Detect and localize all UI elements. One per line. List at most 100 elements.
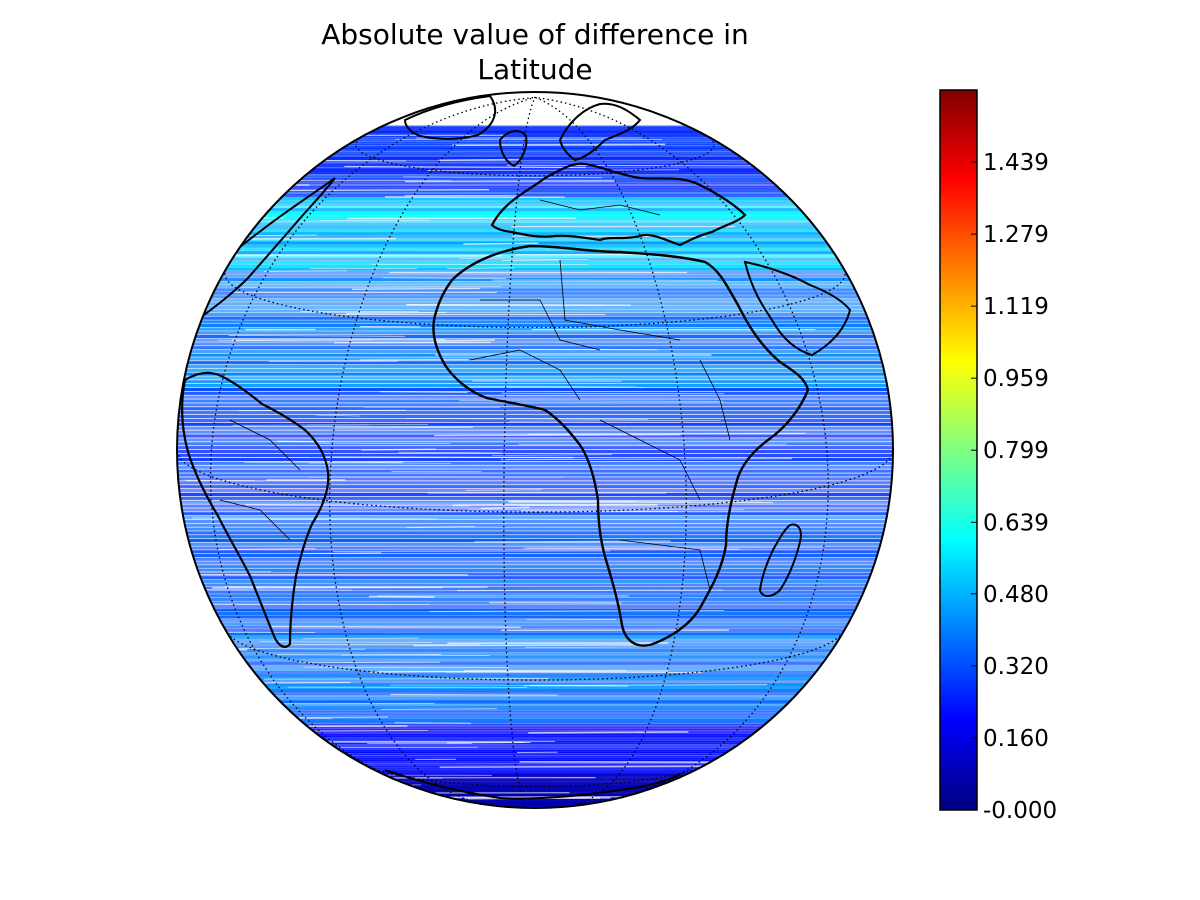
field-stripe (177, 334, 893, 339)
field-stripe (177, 622, 893, 626)
coast-africa (432, 244, 810, 647)
field-stripe (177, 305, 893, 310)
field-streak (463, 385, 646, 388)
field-streak (501, 392, 725, 395)
field-stripe (177, 267, 893, 271)
field-streak (525, 646, 651, 649)
field-stripe (177, 219, 893, 224)
field-stripe (177, 711, 893, 715)
field-stripe (177, 180, 893, 185)
field-streak (405, 180, 616, 183)
field-stripe (177, 232, 893, 236)
field-streak (344, 165, 586, 169)
field-stripe (177, 418, 893, 422)
field-streak (240, 788, 313, 791)
field-stripe (177, 477, 893, 481)
field-streak (315, 414, 361, 417)
field-stripe (177, 309, 893, 313)
field-stripe (177, 446, 893, 450)
field-streak (434, 433, 681, 437)
graticule-meridian (534, 96, 687, 808)
field-streak (506, 164, 774, 167)
field-stripe (177, 703, 893, 707)
colorbar-tick-label: 1.439 (983, 150, 1049, 176)
coast-madagascar (758, 523, 802, 597)
field-stripe (177, 295, 893, 299)
field-streak (509, 419, 721, 422)
field-stripe (177, 156, 893, 160)
field-stripe (177, 196, 893, 201)
field-streak (394, 722, 471, 724)
field-stripe (177, 774, 893, 778)
field-stripe (177, 154, 893, 158)
field-streak (232, 424, 429, 426)
field-stripe (177, 469, 893, 473)
field-stripe (177, 611, 893, 616)
field-stripe (177, 519, 893, 524)
field-streak (341, 654, 442, 656)
colorbar-tick-label: 0.639 (983, 510, 1049, 536)
field-streak (365, 116, 617, 119)
border-east-africa (699, 359, 731, 441)
field-stripe (177, 331, 893, 335)
field-stripe (177, 130, 893, 134)
field-stripe (177, 767, 893, 771)
field-stripe (177, 743, 893, 747)
field-streak (233, 168, 305, 170)
globe (176, 91, 894, 809)
field-streak (245, 504, 471, 507)
field-stripe (177, 461, 893, 465)
field-streak (246, 95, 297, 98)
field-stripe (177, 576, 893, 580)
field-stripe (177, 597, 893, 601)
field-streak (368, 671, 446, 673)
border-sahara-2 (559, 259, 681, 341)
field-stripe (177, 618, 893, 622)
field-stripe (177, 291, 893, 295)
field-streak (429, 610, 725, 612)
field-streak (390, 694, 558, 696)
field-streak (346, 311, 447, 315)
field-streak (334, 426, 474, 429)
border-west-africa (469, 349, 581, 401)
field-streak (481, 506, 530, 510)
field-stripe (177, 738, 893, 742)
field-stripe (177, 338, 893, 342)
field-stripe (177, 645, 893, 649)
field-streak (228, 334, 405, 337)
field-stripe (177, 751, 893, 756)
border-southern-africa (619, 539, 711, 591)
field-stripe (177, 434, 893, 438)
field-stripe (177, 667, 893, 672)
field-stripe (177, 178, 893, 182)
field-stripe (177, 587, 893, 591)
field-stripe (177, 141, 893, 146)
colorbar-tick-label: -0.000 (983, 798, 1057, 824)
field-streak (308, 461, 403, 464)
field-stripe (177, 561, 893, 565)
field-stripe (177, 697, 893, 701)
field-stripe (177, 213, 893, 218)
field-stripe (177, 128, 893, 133)
field-streak (527, 432, 806, 435)
field-streak (380, 708, 497, 710)
field-stripe (177, 368, 893, 372)
field-stripe (177, 523, 893, 527)
coast-south-america (181, 371, 330, 648)
colorbar-bar (939, 89, 978, 811)
field-streak (278, 440, 357, 443)
field-streak (299, 552, 381, 555)
field-stripe (177, 284, 893, 288)
field-stripe (177, 450, 893, 454)
field-streak (325, 456, 574, 459)
field-stripe (177, 688, 893, 693)
field-stripe (177, 674, 893, 678)
coast-scandinavia (558, 102, 642, 162)
field-streak (299, 661, 441, 664)
field-streak (413, 644, 644, 647)
field-stripe (177, 655, 893, 659)
field-stripe (177, 729, 893, 733)
field-stripe (177, 383, 893, 388)
field-streak (447, 267, 515, 270)
field-stripe (177, 148, 893, 152)
